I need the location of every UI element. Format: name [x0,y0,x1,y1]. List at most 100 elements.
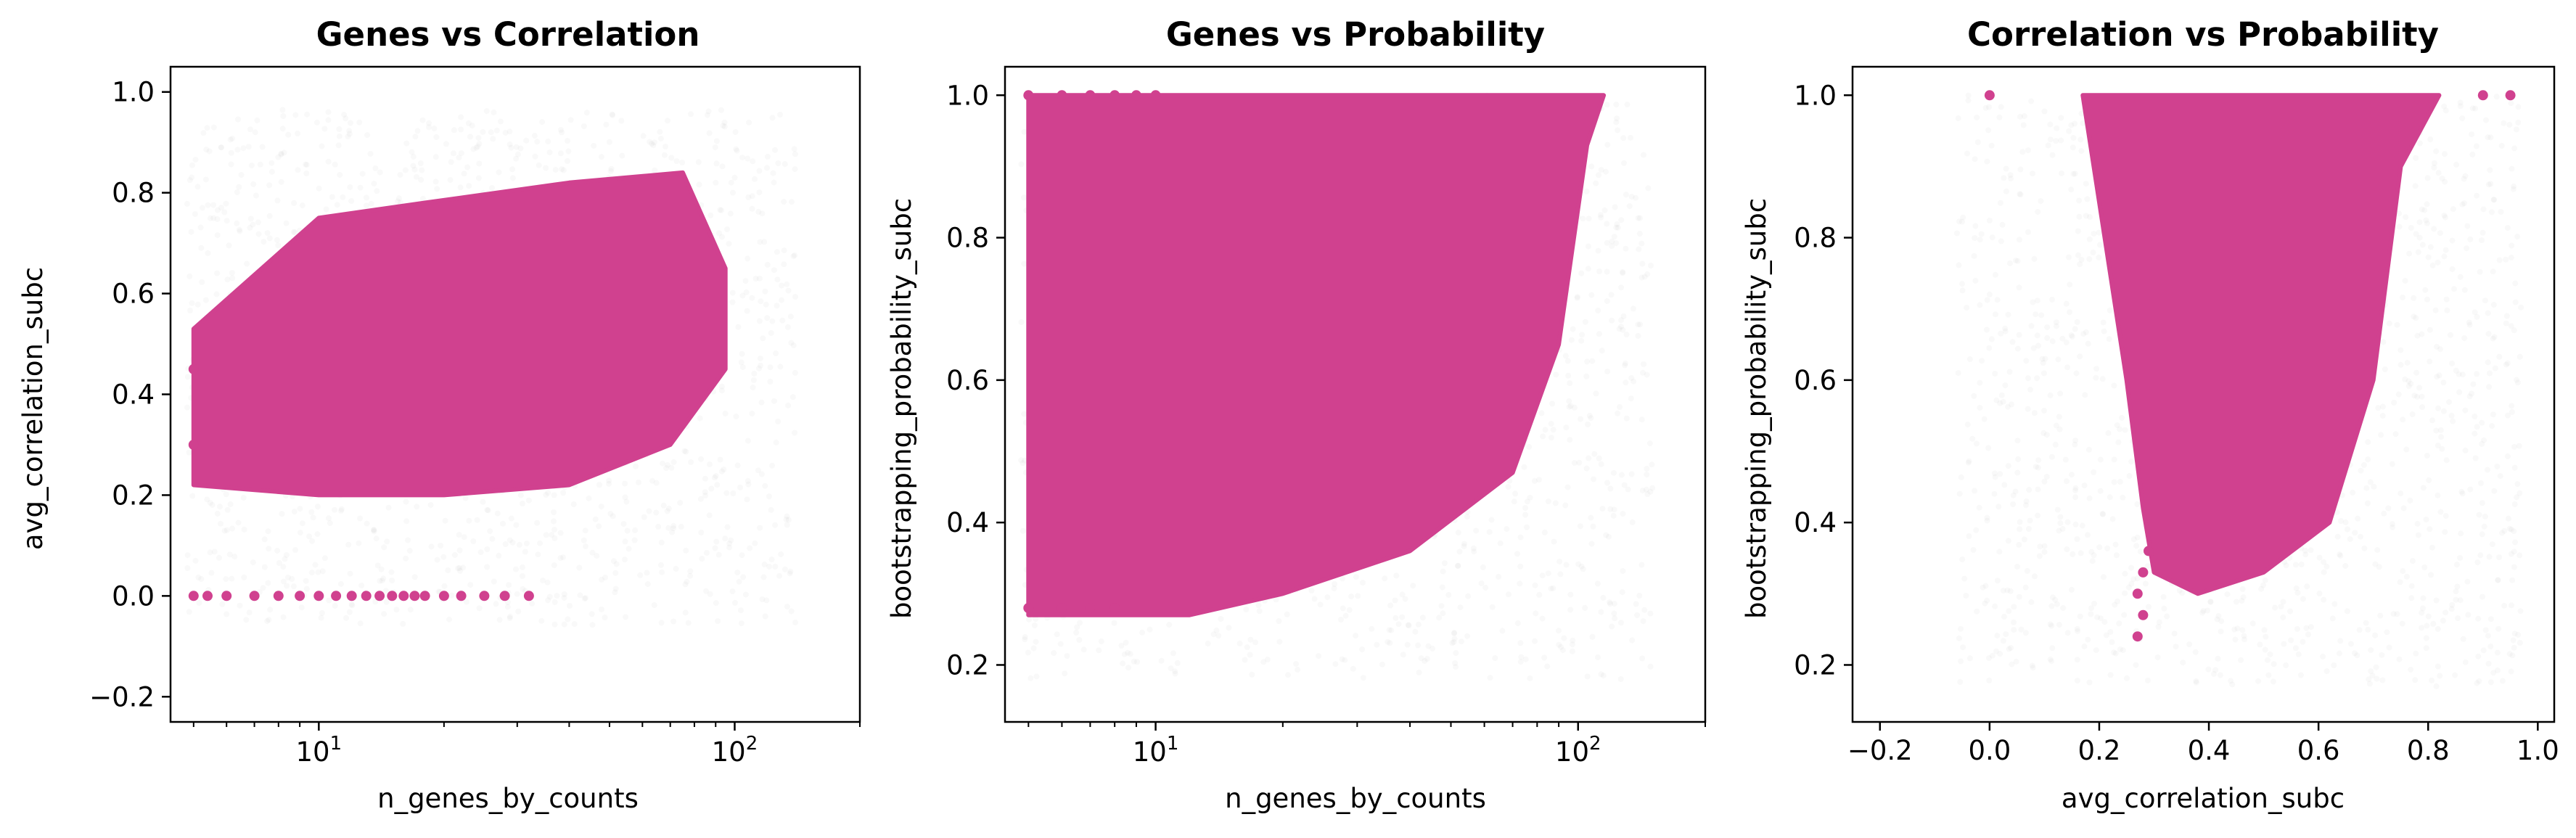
background-point [531,133,538,139]
background-point [2065,254,2072,260]
background-point [1522,512,1529,518]
background-point [2028,98,2035,104]
background-point [591,142,597,149]
background-point [2451,286,2457,292]
background-point [184,374,191,380]
background-point [742,278,749,284]
background-point [506,537,513,543]
background-point [787,313,794,320]
highlight-point [479,591,490,601]
background-point [2053,138,2059,144]
background-point [240,495,247,501]
background-point [1242,657,1248,663]
y-axis-label-1: bootstrapping_probability_subc [886,198,917,619]
background-point [1576,459,1583,466]
background-point [774,303,780,309]
background-point [1630,305,1636,312]
background-point [2435,492,2441,498]
background-point [792,166,798,173]
background-point [2117,479,2123,485]
background-point [1541,654,1548,661]
background-point [581,537,587,543]
background-point [2458,530,2464,537]
background-point [186,273,193,279]
background-point [2474,559,2481,566]
background-point [564,157,570,164]
background-point [2036,553,2043,559]
background-point [1521,464,1527,470]
background-point [484,506,491,513]
background-point [2469,152,2476,157]
background-point [1583,373,1590,379]
background-point [633,463,639,469]
background-point [1965,459,1972,466]
background-point [377,169,383,176]
background-point [1621,482,1628,488]
background-point [1589,633,1596,640]
background-point [731,599,738,606]
background-point [2088,605,2094,612]
background-point [2478,480,2484,486]
background-point [467,582,474,588]
background-point [374,562,381,569]
background-point [2011,619,2017,625]
background-point [194,184,201,190]
background-point [187,308,193,313]
background-point [1578,270,1585,276]
background-point [460,564,467,571]
background-point [210,202,217,208]
background-point [2049,296,2055,303]
background-point [755,208,762,215]
background-point [2003,188,2009,194]
background-point [2487,134,2494,141]
chart-title-1: Genes vs Probability [1166,15,1545,54]
background-point [2283,662,2289,668]
background-point [1456,549,1463,555]
background-point [1985,445,1992,451]
background-point [1562,502,1569,509]
background-point [443,141,449,147]
background-point [2443,296,2450,303]
background-point [2215,655,2221,662]
background-point [2435,259,2441,266]
background-point [2005,463,2011,469]
background-point [2411,393,2418,399]
background-point [2014,258,2021,264]
background-point [1984,517,1990,524]
background-point [226,242,232,249]
background-point [588,611,595,617]
background-point [266,617,272,623]
background-point [567,603,573,609]
background-point [2490,302,2497,308]
background-point [687,568,694,575]
background-point [1583,465,1590,472]
background-point [2121,612,2128,618]
background-point [1958,625,1964,632]
background-point [1578,337,1585,344]
background-point [1644,371,1650,378]
background-point [2434,343,2440,350]
background-point [2089,558,2096,564]
background-point [1355,593,1361,599]
background-point [489,185,495,192]
background-point [603,121,610,128]
background-point [2491,488,2498,494]
background-point [234,220,240,226]
x-tick-label: 0.8 [2407,735,2450,766]
background-point [652,167,658,173]
background-point [2024,567,2030,574]
background-point [651,139,657,146]
background-point [612,570,619,576]
background-point [1620,135,1627,141]
background-point [2509,602,2514,609]
background-point [592,516,599,522]
background-point [2474,143,2479,149]
background-point [1418,655,1424,662]
highlight-point [202,591,213,601]
background-point [456,567,463,574]
background-point [347,184,353,190]
background-point [683,448,689,455]
background-point [356,540,362,546]
background-point [1986,104,1993,110]
background-point [1641,607,1648,613]
